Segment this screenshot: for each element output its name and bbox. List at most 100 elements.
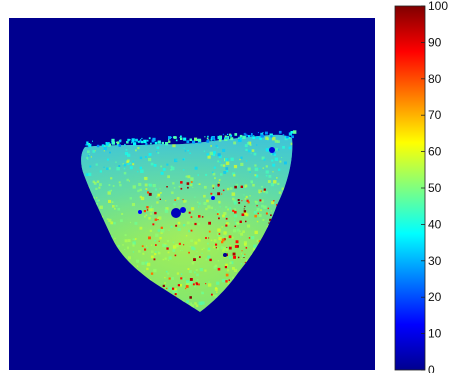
heatmap-hotspot [217,267,221,271]
heatmap-cell [153,268,157,273]
heatmap-edge-cell [168,136,171,140]
heatmap-cell [197,238,201,242]
heatmap-cell [125,149,128,151]
heatmap-cell [198,206,200,208]
heatmap-cell [138,250,141,253]
heatmap-edge-cell [137,140,140,143]
heatmap-hotspot [180,181,183,184]
heatmap-hotspot [245,247,248,249]
heatmap-cell [205,258,208,261]
heatmap-hotspot [217,185,220,187]
heatmap-cell [277,182,280,185]
heatmap-cell [167,251,170,254]
heatmap-cell [95,187,98,190]
heatmap-cell [198,301,202,305]
heatmap-cell [157,229,160,232]
heatmap-cell [120,219,123,222]
heatmap-cell [137,189,140,193]
heatmap-edge-cell [115,141,118,143]
heatmap-cell [96,180,100,183]
heatmap-cell [233,141,237,145]
heatmap-hotspot [154,218,157,221]
heatmap-cell [226,170,229,173]
heatmap-cell [170,165,173,168]
heatmap-cell [254,200,257,203]
heatmap-cell [223,247,227,251]
heatmap-cell [207,248,211,252]
heatmap-cell [255,201,259,205]
heatmap-cell [244,198,247,200]
heatmap-hotspot [267,207,269,210]
heatmap-hotspot [259,199,262,202]
heatmap-cell [96,199,99,202]
heatmap-hotspot [243,210,247,213]
heatmap-cell [162,258,165,261]
heatmap-cell [118,165,121,167]
heatmap-cell [190,304,194,308]
heatmap-cell [212,172,216,176]
heatmap-cell [223,212,227,216]
heatmap-hotspot [218,233,221,235]
heatmap-cell [234,214,238,218]
heatmap-cold-spot [171,208,181,218]
heatmap-cell [188,229,191,233]
heatmap-cell [233,208,237,211]
heatmap-hotspot [256,205,258,207]
heatmap-hotspot [174,254,177,257]
heatmap-edge-cell [86,141,89,144]
heatmap-cell [226,187,230,191]
heatmap-cell [87,158,89,160]
heatmap-cell [203,150,205,152]
heatmap-cell [218,236,222,241]
heatmap-edge-cell [265,131,268,135]
heatmap-edge-cell [225,136,228,139]
heatmap-hotspot [208,230,211,233]
heatmap-hotspot [217,192,221,196]
heatmap-hotspot [183,244,185,246]
heatmap-edge-cell [180,135,182,138]
heatmap-edge-cell [145,143,148,146]
heatmap-cell [182,158,185,161]
heatmap-hotspot [174,199,177,201]
heatmap-hotspot [226,247,228,248]
heatmap-edge-cell [210,138,213,141]
heatmap-cell [272,163,276,167]
heatmap-hotspot [225,280,228,283]
heatmap-cell [137,147,140,150]
heatmap-cell [223,171,227,174]
heatmap-cell [244,186,246,188]
heatmap-cell [127,248,129,250]
heatmap-cell [88,154,90,156]
heatmap-hotspot [201,216,204,218]
heatmap-cell [235,183,238,187]
heatmap-cell [111,235,113,238]
heatmap-cell [148,208,152,212]
heatmap-cell [126,178,129,182]
heatmap-hotspot [188,211,191,214]
heatmap-cell [194,302,197,305]
heatmap-cell [217,234,220,237]
heatmap-hotspot [166,247,169,250]
heatmap-edge-cell [124,143,126,146]
heatmap-cell [211,184,215,188]
heatmap-cell [139,188,142,192]
heatmap-cell [222,249,225,252]
heatmap-hotspot [196,283,199,286]
heatmap-hotspot [221,193,223,195]
heatmap-hotspot [193,258,196,261]
heatmap-edge-cell [218,139,222,142]
heatmap-cell [265,165,268,168]
heatmap-hotspot [223,238,226,241]
heatmap-cell [244,243,247,246]
heatmap-cell [182,277,185,280]
heatmap-cell [222,214,225,218]
heatmap-hotspot [185,285,189,288]
heatmap-cell [148,158,152,162]
heatmap-cell [140,169,144,173]
heatmap-cell [210,206,213,209]
heatmap-cell [265,136,269,140]
colorbar-ticks: 0 10 20 30 40 50 60 70 80 90 100 [421,0,448,373]
heatmap-cell [162,168,166,171]
heatmap-cell [156,151,158,153]
heatmap-cell [217,160,220,163]
